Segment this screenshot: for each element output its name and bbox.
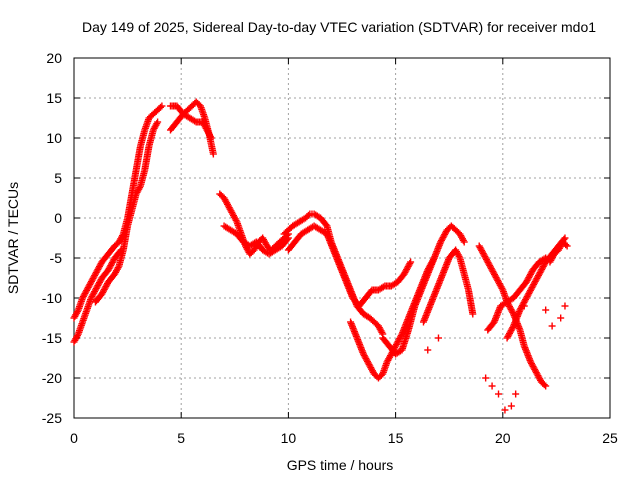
chart-title: Day 149 of 2025, Sidereal Day-to-day VTE…: [82, 19, 596, 35]
data-point: [561, 234, 569, 242]
data-point: [561, 302, 569, 310]
y-axis-title: SDTVAR / TECUs: [5, 182, 21, 294]
data-point: [542, 382, 550, 390]
trace-point: [379, 283, 387, 291]
x-tick-label: 0: [70, 430, 78, 446]
x-tick-label: 25: [602, 430, 618, 446]
x-axis-tick-labels: 0 5 10 15 20 25: [70, 430, 618, 446]
trace-point: [114, 264, 122, 272]
data-point: [482, 374, 490, 382]
trace-point: [459, 236, 467, 244]
trace-point: [455, 252, 463, 260]
x-tick-label: 20: [495, 430, 511, 446]
x-tick-label: 10: [281, 430, 297, 446]
trace-point: [191, 117, 199, 125]
y-axis-tick-labels: 20 15 10 5 0 -5 -10 -15 -20 -25: [42, 50, 62, 426]
y-tick-label: 20: [46, 50, 62, 66]
data-point: [207, 134, 215, 142]
data-point: [542, 306, 550, 314]
y-tick-label: 10: [46, 130, 62, 146]
trace-point: [73, 332, 81, 340]
data-point: [154, 118, 162, 126]
data-point: [512, 390, 520, 398]
data-point: [557, 314, 565, 322]
x-axis-title: GPS time / hours: [287, 457, 394, 473]
x-tick-label: 5: [177, 430, 185, 446]
trace-point: [283, 235, 291, 243]
trace-point: [153, 120, 161, 128]
trace-point: [136, 184, 144, 192]
data-point: [563, 242, 571, 250]
trace-point: [540, 381, 548, 389]
y-tick-label: -5: [50, 250, 63, 266]
data-point: [548, 322, 556, 330]
data-point: [488, 382, 496, 390]
data-point: [407, 258, 415, 266]
trace-point: [73, 308, 81, 316]
trace-point: [406, 260, 414, 267]
data-point: [434, 334, 442, 342]
trace-point: [509, 309, 517, 316]
x-tick-label: 15: [388, 430, 404, 446]
y-tick-label: -25: [42, 410, 62, 426]
plot-frame: [73, 57, 611, 419]
data-point: [520, 302, 528, 310]
y-tick-label: 5: [54, 170, 62, 186]
data-point: [507, 402, 515, 410]
data-point: [424, 346, 432, 354]
y-tick-label: -20: [42, 370, 62, 386]
axis-ticks: [73, 57, 611, 419]
trace-point: [322, 221, 330, 229]
trace-point: [498, 284, 506, 292]
trace-point: [562, 241, 570, 249]
trace-point: [378, 328, 386, 336]
y-tick-label: -15: [42, 330, 62, 346]
data-point: [469, 310, 477, 318]
data-point: [284, 234, 292, 242]
trace-point: [509, 324, 517, 331]
y-tick-label: 15: [46, 90, 62, 106]
trace-point: [304, 211, 312, 219]
data-point: [501, 406, 509, 414]
data-point: [209, 150, 217, 158]
y-tick-label: 0: [54, 210, 62, 226]
trace-point: [156, 103, 164, 111]
trace-point: [206, 132, 214, 140]
data-markers: [70, 98, 571, 414]
grid-lines: [74, 58, 610, 418]
trace-point: [232, 216, 240, 224]
data-point: [460, 238, 468, 246]
y-tick-label: -10: [42, 290, 62, 306]
data-point: [158, 102, 166, 110]
data-point: [495, 390, 503, 398]
